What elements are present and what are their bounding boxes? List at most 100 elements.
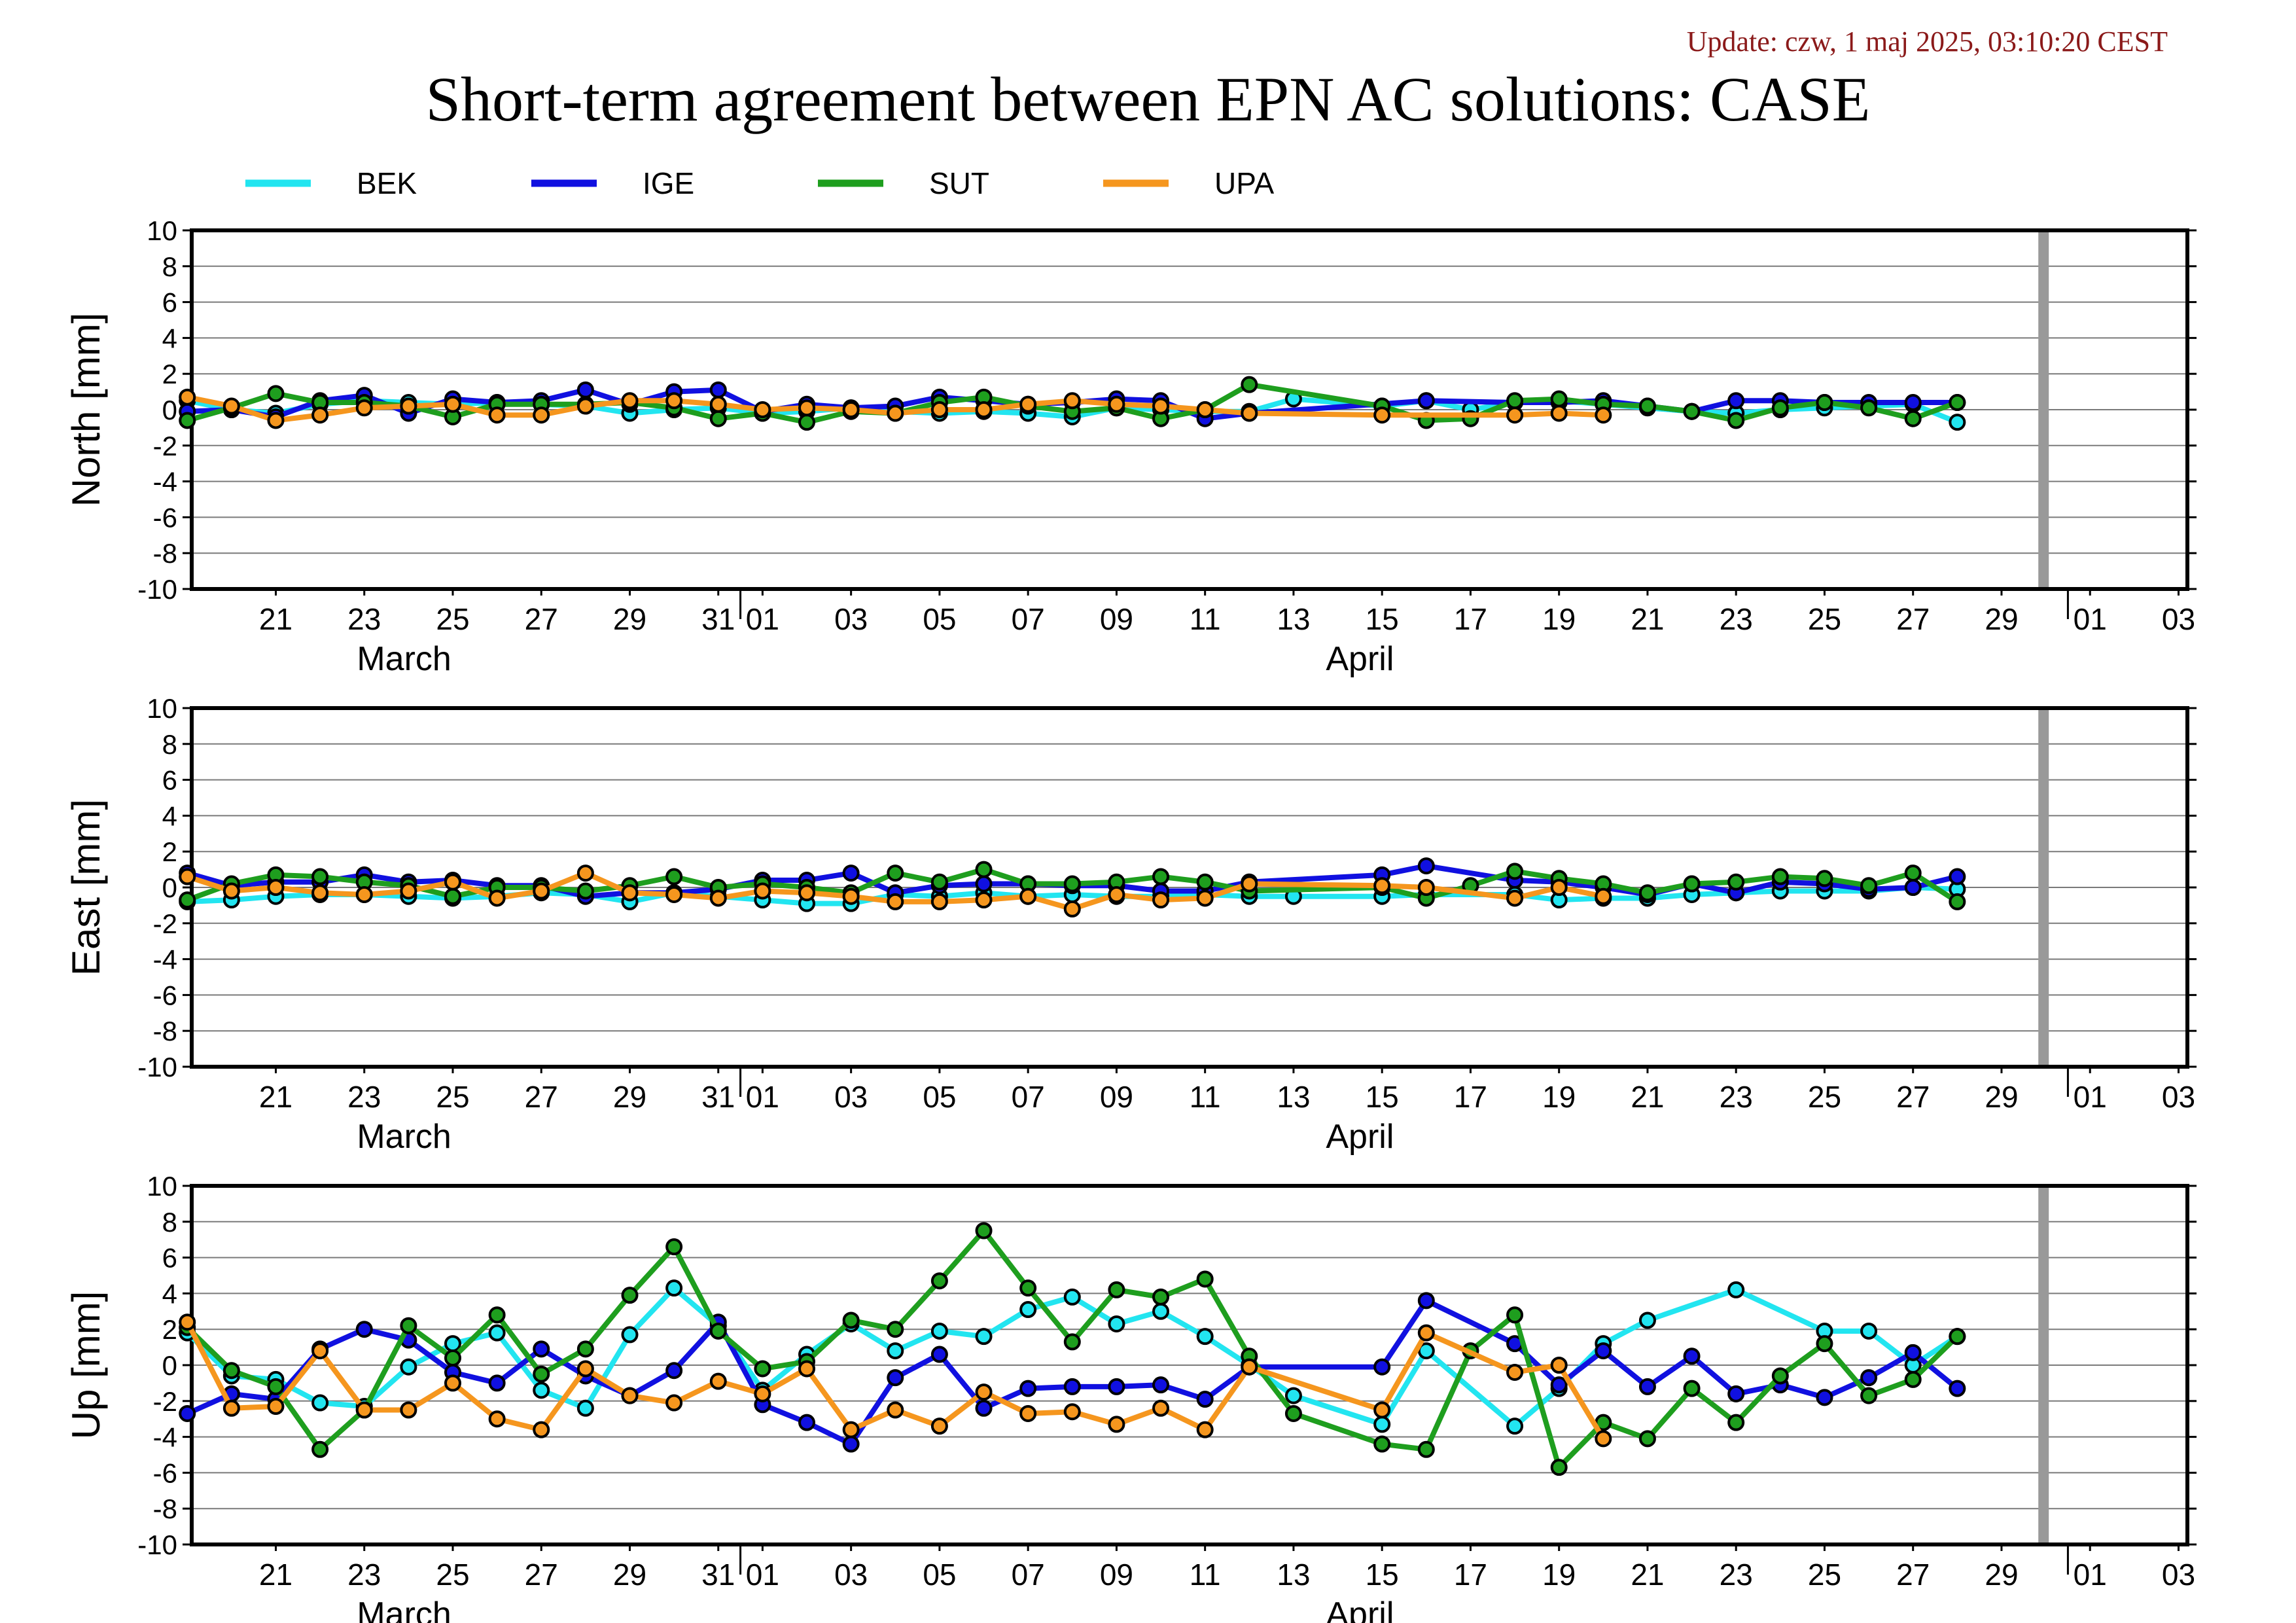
data-point-upa	[488, 1410, 506, 1428]
data-point-upa	[621, 1387, 639, 1404]
data-point-ige	[798, 1414, 816, 1431]
month-label-march: March	[357, 1596, 451, 1623]
data-point-upa	[1019, 887, 1037, 905]
x-tick-label: 23	[1720, 1558, 1753, 1592]
x-tick-label: 09	[1100, 602, 1133, 636]
data-point-ige	[1860, 1369, 1878, 1387]
legend-item-ige: IGE	[531, 166, 694, 200]
data-point-ige	[1417, 1292, 1435, 1310]
x-tick-label: 25	[1808, 602, 1841, 636]
data-point-sut	[754, 1360, 771, 1378]
y-tick-label: -6	[153, 1457, 177, 1488]
data-point-sut	[533, 1365, 550, 1383]
series-upa	[179, 1313, 1612, 1448]
data-point-bek	[621, 1326, 639, 1344]
data-point-upa	[665, 392, 683, 410]
data-point-upa	[576, 1360, 594, 1378]
data-point-sut	[311, 868, 329, 885]
y-tick-label: 8	[162, 1207, 177, 1238]
y-tick-label: -4	[153, 1422, 177, 1453]
y-axis-label: East [mm]	[64, 799, 108, 976]
data-point-bek	[400, 1358, 417, 1376]
x-tick-label: 25	[1808, 1558, 1841, 1592]
x-tick-label: 19	[1542, 602, 1576, 636]
legend-label: SUT	[929, 166, 989, 200]
y-tick-label: -2	[153, 908, 177, 939]
x-tick-label: 01	[746, 1080, 779, 1114]
data-point-ige	[1904, 1344, 1922, 1361]
data-point-bek	[444, 1335, 462, 1353]
data-point-upa	[355, 399, 373, 417]
x-tick-label: 05	[923, 602, 956, 636]
data-point-upa	[222, 397, 240, 415]
data-point-ige	[1904, 879, 1922, 896]
y-tick-label: 4	[162, 323, 177, 353]
data-point-sut	[1949, 1328, 1966, 1346]
y-tick-label: 0	[162, 1350, 177, 1381]
data-point-sut	[1816, 870, 1833, 887]
data-point-sut	[1550, 390, 1568, 408]
data-point-upa	[930, 1418, 948, 1435]
data-point-upa	[311, 1342, 329, 1360]
data-point-sut	[1506, 392, 1524, 410]
data-point-sut	[1771, 399, 1789, 417]
x-tick-label: 03	[2162, 602, 2195, 636]
data-point-upa	[1417, 1324, 1435, 1342]
data-point-sut	[1019, 1279, 1037, 1297]
y-tick-label: -4	[153, 467, 177, 497]
data-point-upa	[887, 404, 904, 422]
data-point-sut	[400, 1317, 417, 1334]
x-tick-label: 01	[2074, 1080, 2107, 1114]
x-tick-label: 07	[1012, 1080, 1045, 1114]
x-tick-label: 25	[436, 602, 469, 636]
x-tick-label: 13	[1277, 1080, 1310, 1114]
data-point-sut	[488, 1306, 506, 1324]
data-point-upa	[975, 1383, 993, 1401]
data-point-upa	[1550, 1357, 1568, 1374]
data-point-upa	[533, 882, 550, 900]
data-point-sut	[1727, 873, 1745, 891]
data-point-bek	[887, 1342, 904, 1360]
x-tick-label: 01	[746, 602, 779, 636]
x-tick-label: 11	[1190, 1080, 1221, 1114]
data-point-sut	[1771, 1367, 1789, 1385]
data-point-sut	[621, 1287, 639, 1304]
y-tick-label: -10	[137, 1052, 177, 1082]
data-point-upa	[179, 1313, 196, 1331]
data-point-upa	[842, 887, 860, 905]
x-tick-label: 31	[701, 1558, 735, 1592]
data-point-bek	[1860, 1322, 1878, 1340]
legend-label: BEK	[357, 166, 417, 200]
data-point-upa	[665, 885, 683, 903]
x-tick-label: 03	[2162, 1080, 2195, 1114]
data-point-sut	[1860, 1387, 1878, 1404]
x-tick-label: 29	[1985, 1558, 2018, 1592]
data-point-upa	[1373, 406, 1391, 424]
data-point-sut	[1904, 865, 1922, 882]
data-point-upa	[1241, 875, 1258, 893]
data-point-ige	[533, 1340, 550, 1358]
data-point-bek	[1196, 1328, 1214, 1346]
x-tick-label: 19	[1542, 1558, 1576, 1592]
data-point-upa	[576, 397, 594, 415]
data-point-sut	[975, 1222, 993, 1240]
data-point-ige	[1595, 1342, 1612, 1360]
x-tick-label: 05	[923, 1080, 956, 1114]
y-tick-label: 0	[162, 872, 177, 903]
data-point-sut	[1152, 868, 1170, 885]
data-point-upa	[754, 882, 771, 900]
data-point-ige	[1550, 1376, 1568, 1394]
data-point-ige	[665, 1362, 683, 1380]
data-point-sut	[1550, 1459, 1568, 1476]
x-tick-label: 01	[746, 1558, 779, 1592]
data-point-sut	[311, 1440, 329, 1458]
data-point-upa	[1152, 397, 1170, 415]
x-tick-label: 13	[1277, 1558, 1310, 1592]
data-point-ige	[1949, 1380, 1966, 1397]
data-point-upa	[533, 406, 550, 424]
x-tick-label: 27	[1896, 602, 1930, 636]
data-point-sut	[179, 891, 196, 909]
x-tick-label: 07	[1012, 602, 1045, 636]
data-point-bek	[533, 1382, 550, 1399]
data-point-upa	[709, 889, 727, 907]
